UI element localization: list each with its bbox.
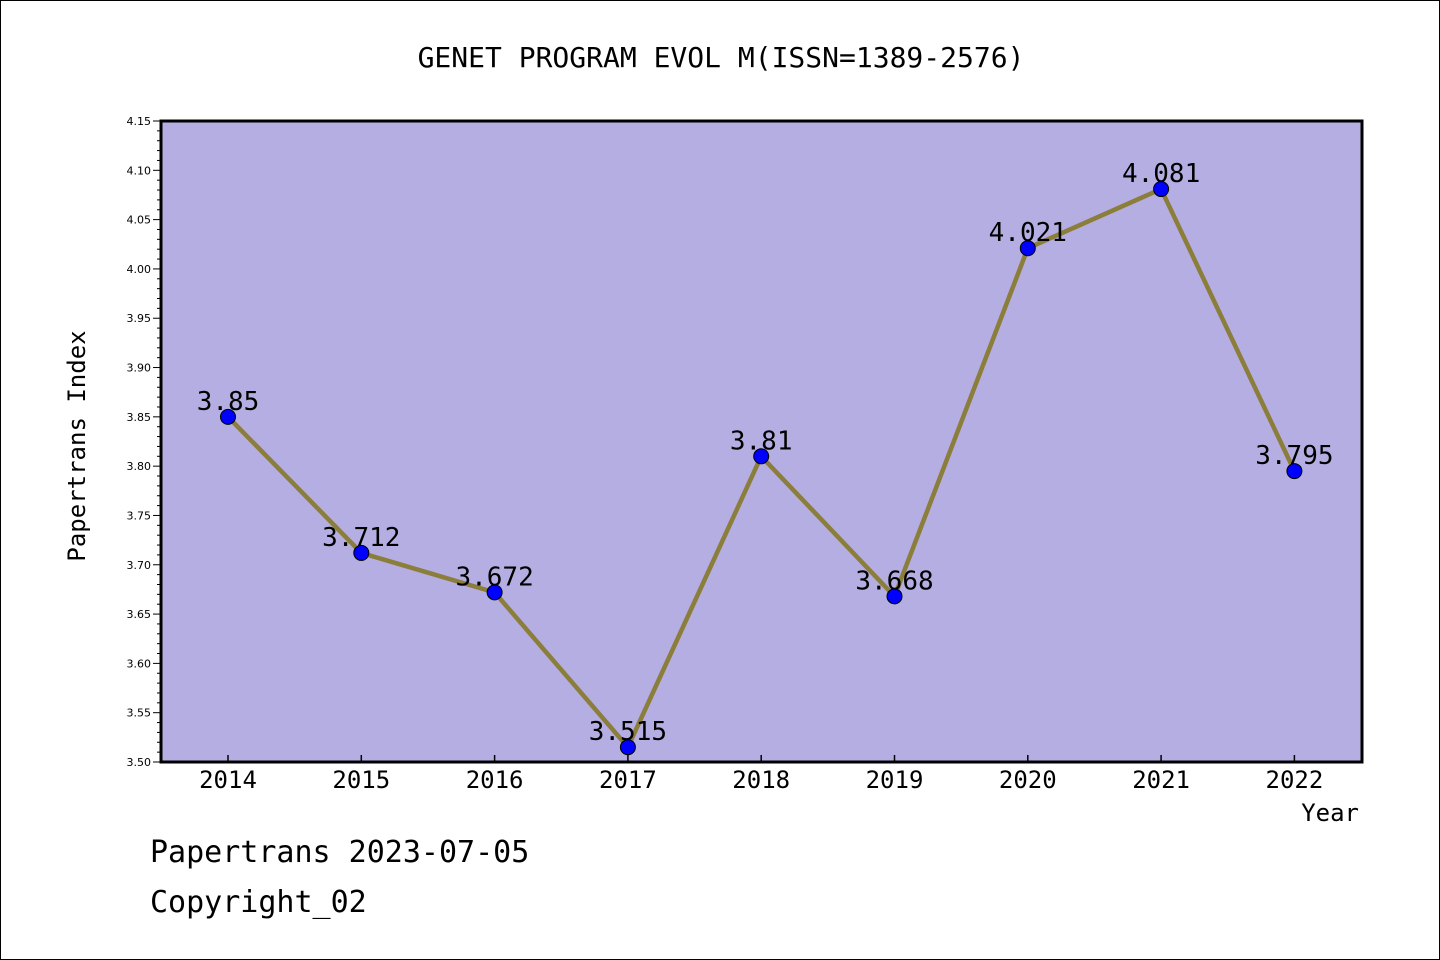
plot-area	[159, 119, 1364, 764]
x-tick-label: 2017	[599, 766, 657, 794]
x-axis-label: Year	[1301, 799, 1359, 827]
data-label-2017: 3.515	[589, 717, 667, 747]
x-tick-label: 2016	[466, 766, 524, 794]
y-axis-label: Papertrans Index	[63, 330, 91, 561]
data-label-2015: 3.712	[322, 523, 400, 553]
y-axis: 3.50 3.55 3.60 3.65 3.70 3.75 3.80 3.85 3.90 3.95…	[127, 115, 161, 769]
x-axis: 2014 2015 2016 2017 2018 2019 2020 2021 2022	[199, 755, 1323, 794]
data-label-2022: 3.795	[1255, 441, 1333, 471]
data-label-2016: 3.672	[455, 562, 533, 592]
data-point-2016	[486, 584, 503, 601]
y-tick-label: 4.10	[127, 164, 152, 177]
x-tick-label: 2021	[1132, 766, 1190, 794]
y-tick-label: 3.65	[127, 608, 152, 621]
footer-copyright-line: Copyright_02	[150, 885, 367, 920]
y-tick-label: 3.95	[127, 312, 152, 325]
x-tick-label: 2020	[999, 766, 1057, 794]
data-label-2014: 3.85	[197, 387, 260, 417]
data-label-2020: 4.021	[989, 218, 1067, 248]
y-tick-label: 4.15	[127, 115, 152, 128]
chart-title: GENET PROGRAM EVOL M(ISSN=1389-2576)	[418, 41, 1025, 74]
x-tick-label: 2022	[1266, 766, 1324, 794]
data-point-2018	[753, 448, 770, 465]
data-point-2015	[353, 544, 370, 561]
y-tick-label: 4.00	[127, 263, 152, 276]
y-tick-label: 3.60	[127, 657, 152, 670]
data-label-2021: 4.081	[1122, 159, 1200, 189]
y-tick-label: 4.05	[127, 214, 152, 227]
y-tick-label: 3.80	[127, 460, 152, 473]
footer-date-line: Papertrans 2023-07-05	[150, 835, 530, 870]
data-point-2014	[220, 408, 236, 425]
x-tick-label: 2018	[732, 766, 790, 794]
y-tick-label: 3.85	[127, 411, 152, 424]
y-tick-label: 3.70	[127, 559, 152, 572]
data-label-2018: 3.81	[730, 426, 793, 456]
series-line-group	[220, 181, 1303, 756]
y-tick-label: 3.75	[127, 509, 152, 522]
y-tick-label: 3.55	[127, 707, 152, 720]
data-label-2019: 3.668	[855, 566, 933, 596]
data-point-2021	[1153, 181, 1170, 198]
x-tick-label: 2015	[332, 766, 390, 794]
data-point-2019	[886, 588, 903, 605]
x-tick-label: 2019	[866, 766, 924, 794]
y-tick-label: 3.90	[127, 362, 152, 375]
y-tick-label: 3.50	[127, 756, 152, 769]
data-point-2020	[1019, 240, 1036, 257]
data-point-2022	[1286, 463, 1303, 480]
x-tick-label: 2014	[199, 766, 257, 794]
data-label-group: 3.85 3.712 3.672 3.515 3.81 3.668 4.021 4.081 3.…	[197, 159, 1334, 747]
data-point-2017	[619, 739, 636, 756]
